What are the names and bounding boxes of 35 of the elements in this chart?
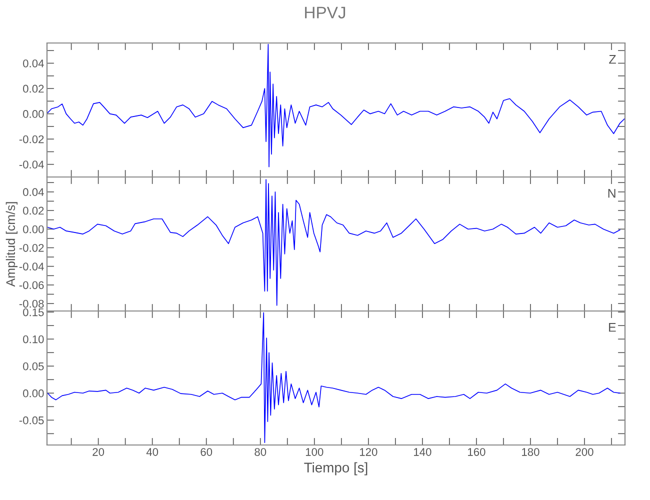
annotation: N <box>608 189 616 198</box>
line-series <box>47 179 620 306</box>
x-tick-label: 200 <box>576 448 594 456</box>
x-tick-label: 100 <box>306 448 324 456</box>
y-tick-label: 0.10 <box>23 335 44 344</box>
y-tick-label: 0.00 <box>23 110 44 118</box>
annotation: E <box>609 323 616 332</box>
x-tick-label: 120 <box>360 448 378 456</box>
y-tick-label: 0.00 <box>23 225 44 234</box>
y-axis-title: Amplitud [cm/s] <box>6 202 18 287</box>
y-tick-label: 0.04 <box>23 59 44 68</box>
x-axis-title: Tiempo [s] <box>304 462 368 476</box>
y-tick-label: -0.04 <box>19 160 44 168</box>
y-tick-label: -0.02 <box>19 135 44 144</box>
x-tick-label: 160 <box>468 448 486 456</box>
y-tick-label: 0.00 <box>23 389 44 398</box>
y-tick-label: -0.04 <box>19 262 44 270</box>
annotation: Z <box>609 55 616 64</box>
x-tick-label: 20 <box>92 448 104 456</box>
chart-title: HPVJ <box>305 6 346 18</box>
y-tick-label: 0.02 <box>23 206 44 215</box>
y-tick-label: -0.08 <box>19 300 44 308</box>
x-tick-label: 40 <box>146 448 158 456</box>
y-tick-label: 0.04 <box>23 188 44 196</box>
y-tick-label: -0.02 <box>19 244 44 252</box>
x-tick-label: 180 <box>522 448 540 456</box>
y-tick-label: -0.05 <box>19 416 44 424</box>
y-tick-label: 0.02 <box>23 84 44 93</box>
x-tick-label: 80 <box>254 448 266 456</box>
x-tick-label: 140 <box>414 448 432 456</box>
line-series <box>47 312 620 443</box>
y-tick-label: 0.15 <box>23 308 44 316</box>
x-tick-label: 60 <box>200 448 212 456</box>
y-tick-label: -0.06 <box>19 281 44 290</box>
y-tick-label: 0.05 <box>23 362 44 370</box>
